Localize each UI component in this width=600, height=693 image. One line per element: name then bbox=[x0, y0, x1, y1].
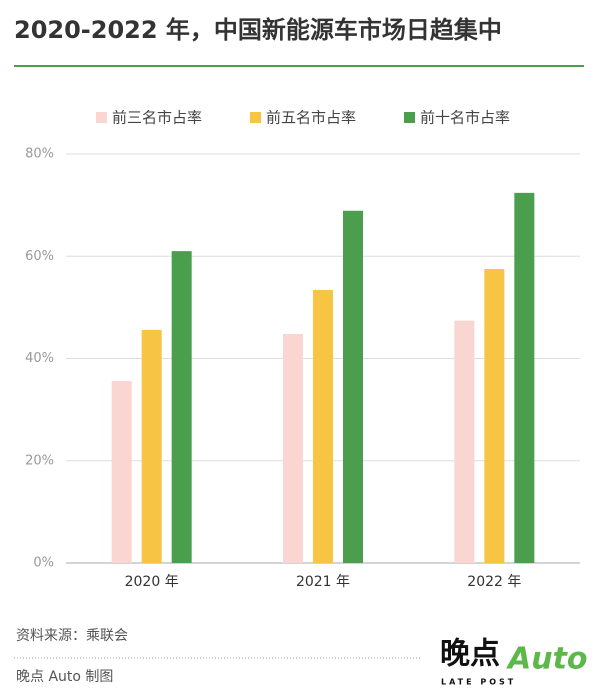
y-tick-label: 60% bbox=[25, 249, 54, 264]
bar bbox=[171, 251, 192, 563]
legend-label: 前十名市占率 bbox=[420, 109, 510, 127]
legend-label: 前五名市占率 bbox=[266, 109, 356, 127]
x-tick-label: 2021 年 bbox=[296, 574, 350, 590]
bar bbox=[111, 380, 132, 563]
legend-label: 前三名市占率 bbox=[112, 109, 202, 127]
bar bbox=[484, 269, 505, 563]
logo-name: 晚点 bbox=[440, 637, 500, 672]
source: 资料来源：乘联会 bbox=[16, 628, 128, 644]
logo-sub: LATE POST bbox=[441, 678, 516, 687]
bar bbox=[313, 289, 333, 563]
y-tick-label: 40% bbox=[25, 351, 54, 366]
y-tick-label: 20% bbox=[25, 453, 54, 468]
x-tick-label: 2022 年 bbox=[467, 574, 521, 590]
bar bbox=[141, 329, 162, 563]
bar bbox=[283, 333, 303, 563]
x-tick-label: 2020 年 bbox=[125, 574, 179, 590]
logo-brand: Auto bbox=[506, 642, 588, 677]
bar bbox=[343, 210, 363, 563]
y-tick-label: 80% bbox=[25, 147, 54, 162]
legend-swatch bbox=[250, 112, 261, 123]
legend-swatch bbox=[404, 112, 415, 123]
credit: 晚点 Auto 制图 bbox=[16, 669, 113, 685]
chart-title: 2020-2022 年，中国新能源车市场日趋集中 bbox=[14, 16, 502, 44]
bar bbox=[514, 192, 535, 564]
bar bbox=[454, 320, 475, 563]
y-tick-label: 0% bbox=[33, 556, 54, 571]
legend-swatch bbox=[96, 112, 107, 123]
